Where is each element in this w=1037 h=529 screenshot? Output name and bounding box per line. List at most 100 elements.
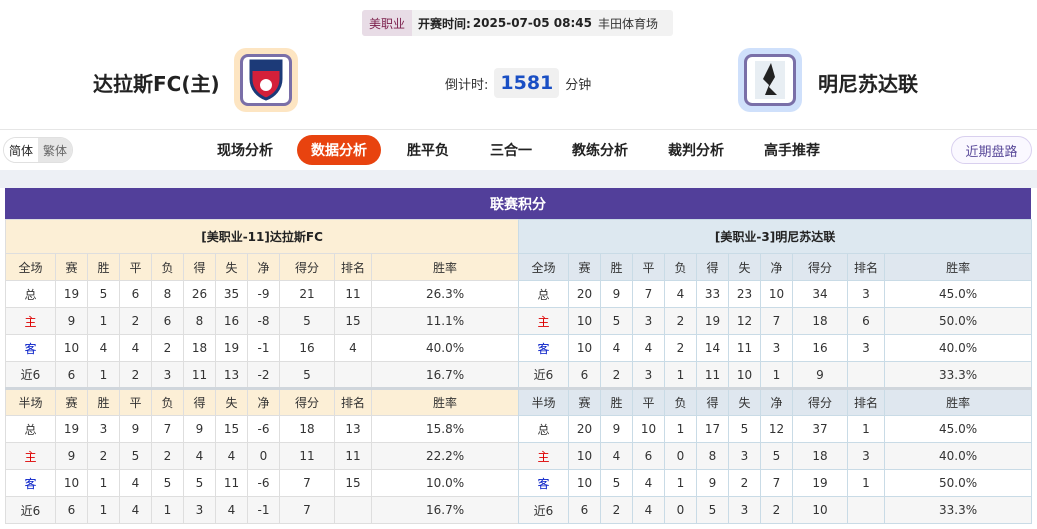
table-cell: 18	[279, 415, 335, 443]
table-cell: 3	[847, 334, 885, 362]
full-header-row: 全场赛胜平负得失净得分 排名 胜率	[518, 253, 1033, 281]
analysis-tabs: 现场分析 数据分析 胜平负 三合一 教练分析 裁判分析 高手推荐	[0, 135, 1037, 165]
table-cell: 10	[55, 469, 88, 497]
table-cell: 4	[119, 334, 152, 362]
column-header: 得分	[279, 387, 335, 416]
table-cell: 5	[600, 469, 633, 497]
table-cell: 8	[183, 307, 216, 335]
table-cell: 4	[183, 442, 216, 470]
traditional-chinese-button[interactable]: 繁体	[38, 138, 73, 162]
language-toggle: 简体 繁体	[3, 137, 74, 163]
table-cell: -2	[247, 361, 280, 389]
table-cell: 33	[696, 280, 729, 308]
table-cell: 5	[151, 469, 184, 497]
table-cell: 10	[568, 469, 601, 497]
tab-expert-picks[interactable]: 高手推荐	[764, 143, 820, 159]
column-header: 净	[760, 253, 793, 281]
table-cell: 40.0%	[883, 442, 1033, 470]
row-label: 主	[5, 442, 56, 470]
table-cell: 7	[279, 496, 335, 524]
table-cell: 1	[151, 496, 184, 524]
table-cell: 7	[151, 415, 184, 443]
table-cell: 11	[279, 442, 335, 470]
row-label: 近6	[5, 361, 56, 389]
tab-referee-analysis[interactable]: 裁判分析	[668, 143, 724, 159]
table-cell: 16.7%	[370, 361, 520, 389]
table-cell: 11	[334, 442, 372, 470]
column-header: 平	[119, 387, 152, 416]
column-header: 负	[151, 387, 184, 416]
row-label: 主	[5, 307, 56, 335]
table-cell: 16	[215, 307, 248, 335]
team-caption: [美职业-11]达拉斯FC	[4, 219, 520, 254]
table-cell: 5	[728, 415, 761, 443]
table-cell: 6	[568, 361, 601, 389]
table-row: 客 10 4 4 2 14 11 3 16 3 40.0%	[518, 334, 1033, 362]
row-label: 客	[518, 334, 569, 362]
recent-handicap-button[interactable]: 近期盘路	[951, 136, 1032, 164]
column-header: 净	[247, 253, 280, 281]
table-cell: 11.1%	[370, 307, 520, 335]
table-cell: 15.8%	[370, 415, 520, 443]
tab-coach-analysis[interactable]: 教练分析	[572, 143, 628, 159]
table-cell: 3	[151, 361, 184, 389]
table-cell: 9	[55, 307, 88, 335]
table-cell: 20	[568, 280, 601, 308]
table-cell: 2	[151, 442, 184, 470]
table-cell: -9	[247, 280, 280, 308]
table-row: 近6 6 1 4 1 3 4 -1 7 16.7%	[5, 496, 520, 524]
table-cell: -6	[247, 469, 280, 497]
column-header: 负	[664, 253, 697, 281]
table-cell: 11	[728, 334, 761, 362]
countdown-unit: 分钟	[565, 77, 592, 93]
table-cell: 45.0%	[883, 280, 1033, 308]
league-badge[interactable]: 美职业	[362, 10, 413, 36]
home-team-logo[interactable]	[234, 48, 298, 112]
table-cell: 4	[119, 496, 152, 524]
row-label: 客	[518, 469, 569, 497]
countdown-value: 1581	[494, 68, 560, 98]
table-cell: 4	[600, 442, 633, 470]
away-standings-table: [美职业-3]明尼苏达联 全场赛胜平负得失净得分 排名 胜率总 20 9 7 4 33 23 10 3…	[517, 219, 1033, 524]
table-cell: 20	[568, 415, 601, 443]
table-cell: 10.0%	[370, 469, 520, 497]
table-cell: 1	[664, 415, 697, 443]
simplified-chinese-button[interactable]: 简体	[4, 138, 39, 162]
table-cell: 16	[792, 334, 848, 362]
column-header: 失	[728, 253, 761, 281]
table-cell: 1	[664, 469, 697, 497]
column-header: 平	[632, 387, 665, 416]
team-caption-row: [美职业-11]达拉斯FC	[4, 219, 520, 254]
table-cell: 4	[334, 334, 372, 362]
column-header: 胜	[87, 387, 120, 416]
tab-data-analysis[interactable]: 数据分析	[297, 135, 381, 165]
tab-live-analysis[interactable]: 现场分析	[217, 143, 273, 159]
table-row: 主 10 4 6 0 8 3 5 18 3 40.0%	[518, 442, 1033, 470]
table-cell: 10	[55, 334, 88, 362]
table-cell: 2	[151, 334, 184, 362]
table-cell: 19	[55, 280, 88, 308]
away-team-logo[interactable]	[738, 48, 802, 112]
table-row: 总 19 5 6 8 26 35 -9 21 11 26.3%	[5, 280, 520, 308]
tab-win-draw-loss[interactable]: 胜平负	[407, 143, 449, 159]
column-header: 负	[664, 387, 697, 416]
table-cell: 18	[183, 334, 216, 362]
table-cell: 9	[696, 469, 729, 497]
column-header: 得	[696, 253, 729, 281]
column-header: 排名	[334, 253, 372, 281]
table-row: 客 10 5 4 1 9 2 7 19 1 50.0%	[518, 469, 1033, 497]
tab-three-in-one[interactable]: 三合一	[490, 143, 532, 159]
table-cell: 4	[215, 442, 248, 470]
table-cell: 9	[792, 361, 848, 389]
table-row: 总 20 9 10 1 17 5 12 37 1 45.0%	[518, 415, 1033, 443]
table-cell: 16.7%	[370, 496, 520, 524]
table-cell: 9	[55, 442, 88, 470]
column-header: 得分	[279, 253, 335, 281]
table-cell: 33.3%	[883, 361, 1033, 389]
table-cell: 5	[119, 442, 152, 470]
table-cell: 16	[279, 334, 335, 362]
column-header: 得	[183, 253, 216, 281]
kickoff-label: 开赛时间:	[418, 16, 471, 31]
table-cell: 4	[87, 334, 120, 362]
column-header: 失	[215, 253, 248, 281]
